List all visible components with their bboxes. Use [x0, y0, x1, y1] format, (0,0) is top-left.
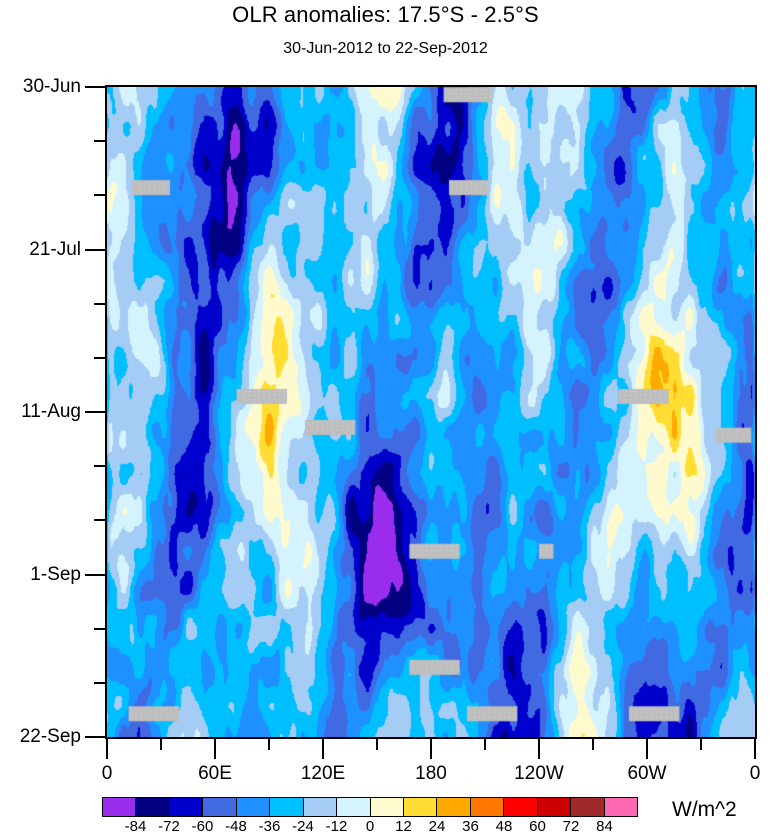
colorbar-tick-label: 72: [562, 818, 580, 835]
colorbar-swatch: [571, 798, 605, 816]
y-tick-minor: [94, 681, 105, 684]
colorbar-swatch: [270, 798, 304, 816]
colorbar-swatch: [437, 798, 471, 816]
colorbar-tick-label: -48: [225, 818, 247, 835]
x-tick-label: 60W: [627, 763, 667, 784]
colorbar-swatch: [169, 798, 204, 816]
x-tick-minor: [160, 739, 162, 750]
y-tick-minor: [94, 356, 105, 359]
x-tick-minor: [268, 739, 270, 750]
x-tick-label: 0: [749, 763, 761, 784]
x-tick-major: [646, 739, 648, 759]
y-tick-label: 22-Sep: [19, 726, 81, 747]
colorbar-tick-label: -24: [292, 818, 314, 835]
colorbar-swatch: [303, 798, 338, 816]
x-tick-label: 0: [101, 763, 113, 784]
colorbar-swatches: [102, 797, 638, 817]
colorbar-tick-label: 12: [395, 818, 412, 835]
y-tick-major: [85, 411, 105, 413]
x-tick-minor: [592, 739, 594, 750]
colorbar-tick-label: 60: [529, 818, 546, 835]
x-tick-label: 120W: [514, 763, 564, 784]
colorbar-tick-label: 36: [462, 818, 479, 835]
y-tick-minor: [94, 302, 105, 305]
x-tick-minor: [700, 739, 702, 750]
colorbar-tick-label: 84: [596, 818, 613, 835]
colorbar-swatch: [604, 798, 637, 816]
colorbar-swatch: [103, 798, 137, 816]
hovmoller-plot-area: 30-Jun 21-Jul 11-Aug 1-Sep 22-Sep 0 60E 120E 18…: [20, 76, 761, 784]
y-tick-minor: [94, 627, 105, 630]
colorbar-tick-label: 0: [365, 818, 375, 835]
x-tick-major: [322, 739, 324, 759]
page-title: OLR anomalies: 17.5°S - 2.5°S: [232, 2, 539, 27]
colorbar-swatch: [136, 798, 170, 816]
x-tick-major: [538, 739, 540, 759]
page-subtitle: 30-Jun-2012 to 22-Sep-2012: [283, 40, 488, 57]
y-tick-label: 11-Aug: [21, 401, 81, 422]
y-tick-minor: [94, 465, 105, 468]
colorbar-tick-label: -36: [258, 818, 281, 835]
x-tick-major: [430, 739, 432, 759]
colorbar-swatch: [470, 798, 505, 816]
olr-anomaly-field: [107, 87, 755, 737]
colorbar-swatch: [370, 798, 404, 816]
colorbar-swatch: [236, 798, 271, 816]
y-tick-major: [85, 736, 105, 738]
colorbar-unit-label: W/m^2: [672, 798, 737, 821]
x-tick-label: 180: [415, 763, 447, 784]
colorbar-swatch: [337, 798, 371, 816]
colorbar-tick-label: 24: [428, 818, 446, 835]
y-tick-label: 1-Sep: [30, 563, 81, 585]
y-tick-minor: [94, 140, 105, 143]
colorbar-tick-label: -12: [325, 818, 348, 835]
y-tick-label: 30-Jun: [22, 76, 81, 97]
x-tick-label: 60E: [198, 763, 232, 784]
colorbar-swatch: [504, 798, 538, 816]
x-tick-major: [214, 739, 216, 759]
colorbar-tick-label: -60: [191, 818, 214, 835]
y-tick-major: [85, 86, 105, 88]
y-tick-minor: [94, 194, 105, 197]
x-tick-minor: [484, 739, 486, 750]
colorbar-tick-label: -72: [158, 818, 180, 835]
y-tick-major: [85, 573, 105, 576]
colorbar-tick-label: -84: [124, 818, 147, 835]
x-tick-major: [106, 739, 108, 759]
colorbar-tick-label: 48: [495, 818, 513, 835]
x-tick-label: 120E: [300, 763, 346, 784]
x-tick-major: [754, 739, 756, 759]
colorbar-swatch: [537, 798, 572, 816]
x-tick-minor: [376, 739, 378, 750]
y-tick-label: 21-Jul: [29, 238, 81, 260]
colorbar-swatch: [203, 798, 237, 816]
colorbar: -84 -72 -60 -48 -36 -24 -12 0 12 24 36 48 60 72 84: [102, 797, 638, 835]
y-tick-minor: [94, 519, 105, 522]
colorbar-swatch: [403, 798, 438, 816]
y-tick-major: [85, 248, 105, 251]
